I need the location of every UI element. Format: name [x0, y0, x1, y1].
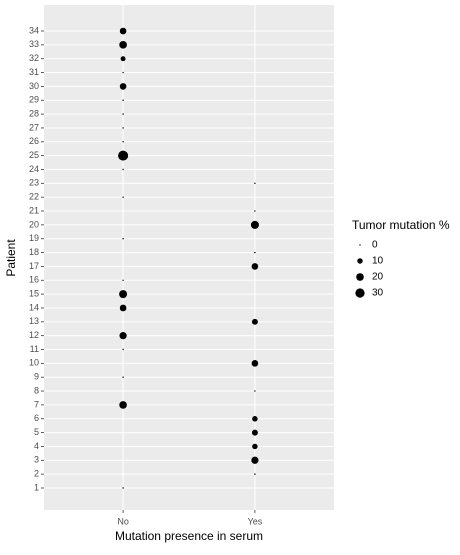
y-tick-label: 8: [34, 385, 39, 395]
legend-key: [359, 244, 361, 246]
point: [254, 251, 256, 254]
y-tick-label: 15: [29, 288, 39, 298]
legend-key: [356, 273, 364, 281]
point: [122, 376, 124, 378]
y-tick-label: 27: [29, 122, 39, 132]
y-tick-label: 12: [29, 330, 39, 340]
point: [251, 318, 258, 325]
y-tick-label: 19: [29, 233, 39, 243]
y-tick-label: 18: [29, 247, 39, 257]
y-tick-label: 20: [29, 219, 39, 229]
legend-label: 10: [372, 256, 384, 267]
legend-label: 0: [372, 240, 378, 251]
legend-key: [357, 258, 363, 264]
y-axis-title: Patient: [4, 239, 18, 277]
x-tick-label: Yes: [248, 516, 263, 526]
point: [254, 210, 256, 212]
point: [122, 238, 124, 240]
point: [122, 127, 124, 129]
y-tick-label: 28: [29, 108, 39, 118]
panel: [44, 5, 334, 510]
y-tick-label: 5: [34, 427, 39, 437]
legend-label: 20: [372, 272, 384, 283]
y-tick-label: 3: [34, 455, 39, 465]
point: [254, 473, 256, 475]
point: [252, 416, 258, 422]
point: [118, 150, 129, 161]
point: [122, 348, 124, 351]
y-tick-label: 17: [29, 261, 39, 271]
point: [119, 290, 128, 299]
point: [252, 443, 258, 450]
y-tick-label: 14: [29, 302, 39, 312]
point: [122, 141, 124, 143]
y-tick-label: 29: [29, 95, 39, 105]
y-tick-label: 6: [34, 413, 39, 423]
point: [251, 263, 259, 270]
y-tick-label: 31: [29, 67, 39, 77]
point: [122, 487, 124, 489]
y-tick-label: 25: [29, 150, 39, 160]
x-tick-label: No: [117, 516, 129, 526]
y-tick-label: 32: [29, 53, 39, 63]
point: [119, 332, 127, 340]
point: [251, 456, 259, 464]
y-tick-label: 11: [30, 344, 39, 354]
y-tick-label: 9: [34, 372, 39, 382]
point: [122, 113, 124, 115]
y-tick-label: 33: [29, 39, 39, 49]
y-tick-label: 4: [34, 441, 39, 451]
point: [119, 41, 127, 49]
y-tick-label: 24: [29, 164, 39, 174]
y-tick-label: 23: [29, 178, 39, 188]
point: [122, 71, 124, 74]
point: [254, 182, 256, 185]
point: [122, 279, 124, 281]
point: [119, 83, 127, 90]
y-tick-label: 22: [29, 192, 39, 202]
point: [119, 401, 127, 409]
y-tick-label: 13: [29, 316, 39, 326]
point: [119, 27, 127, 35]
point: [122, 99, 124, 101]
y-tick-label: 21: [29, 205, 39, 215]
y-tick-label: 26: [29, 136, 39, 146]
legend-title: Tumor mutation %: [352, 218, 450, 232]
y-tick-label: 10: [29, 358, 39, 368]
y-tick-label: 16: [29, 275, 39, 285]
y-tick-label: 30: [29, 81, 39, 91]
point: [120, 56, 126, 62]
point: [251, 360, 259, 367]
legend-key: [355, 288, 365, 298]
point: [122, 168, 124, 171]
legend-label: 30: [372, 288, 384, 299]
point: [250, 220, 259, 229]
y-tick-label: 2: [34, 469, 39, 479]
x-axis-title: Mutation presence in serum: [115, 529, 263, 543]
point: [254, 390, 256, 392]
point: [251, 429, 258, 436]
y-tick-label: 1: [34, 482, 39, 492]
point: [122, 196, 124, 198]
point: [119, 304, 127, 312]
y-tick-label: 34: [29, 25, 39, 35]
y-tick-label: 7: [34, 399, 39, 409]
